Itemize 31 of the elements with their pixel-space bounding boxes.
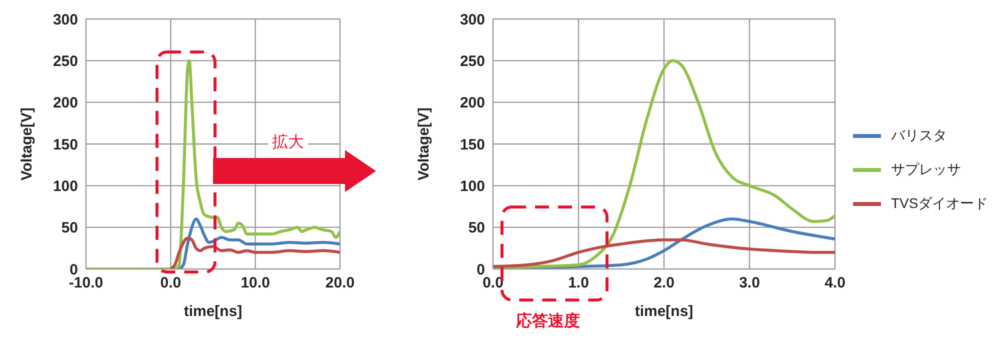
y-tick-label: 200: [460, 94, 485, 112]
y-tick-label: 100: [52, 178, 78, 195]
x-tick-label: 0.0: [160, 274, 182, 292]
x-axis-title: time[ns]: [634, 303, 694, 320]
y-tick-label: 50: [61, 220, 78, 237]
y-axis-title: Voltage[V]: [415, 107, 432, 181]
legend-label: バリスタ: [891, 127, 947, 145]
y-tick-label: 100: [460, 178, 485, 195]
x-tick-label: 10.0: [240, 274, 270, 292]
y-tick-label: 0: [476, 261, 485, 278]
text: 応答速度: [516, 311, 580, 332]
legend-label: サプレッサ: [891, 161, 961, 179]
x-tick-label: 4.0: [824, 274, 846, 292]
x-tick-label: 20.0: [325, 274, 355, 292]
y-tick-label: 250: [460, 52, 485, 70]
x-axis-title: time[ns]: [184, 303, 242, 320]
y-tick-label: 150: [52, 136, 78, 154]
y-tick-label: 300: [460, 11, 485, 28]
y-tick-label: 250: [52, 52, 78, 70]
x-tick-label: 2.0: [654, 274, 674, 292]
x-tick-label: 1.0: [568, 274, 589, 292]
y-axis-title: Voltage[V]: [18, 107, 36, 181]
legend-label: TVSダイオード: [891, 195, 988, 213]
line-series: [178, 218, 340, 269]
annotation: 拡大: [268, 132, 308, 153]
y-tick-label: 150: [460, 136, 485, 154]
line-series: [169, 236, 340, 269]
y-tick-label: 50: [468, 220, 485, 237]
y-tick-label: 200: [52, 94, 78, 112]
x-tick-label: 3.0: [739, 274, 760, 292]
y-tick-label: 300: [52, 11, 78, 28]
